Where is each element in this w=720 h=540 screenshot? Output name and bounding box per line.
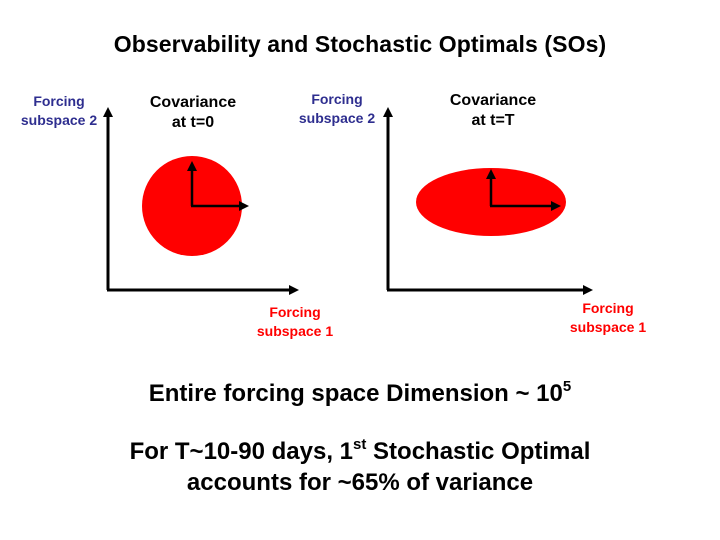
variance-statement: For T~10-90 days, 1st Stochastic Optimal… xyxy=(129,436,591,496)
y-axis-label: Forcing subspace 2 xyxy=(298,91,376,126)
y-axis-label: Forcing subspace 2 xyxy=(20,93,98,128)
x-axis-label: Forcing subspace 1 xyxy=(569,300,647,335)
dimension-statement: Entire forcing space Dimension ~ 105 xyxy=(148,378,572,407)
x-axis-label: Forcing subspace 1 xyxy=(256,304,334,339)
covariance-label: Covariance at t=0 xyxy=(149,94,237,131)
covariance-label: Covariance at t=T xyxy=(449,92,537,129)
diagram-initial xyxy=(103,107,299,295)
diagram-final xyxy=(383,107,593,295)
slide-title: Observability and Stochastic Optimals (S… xyxy=(113,31,607,57)
